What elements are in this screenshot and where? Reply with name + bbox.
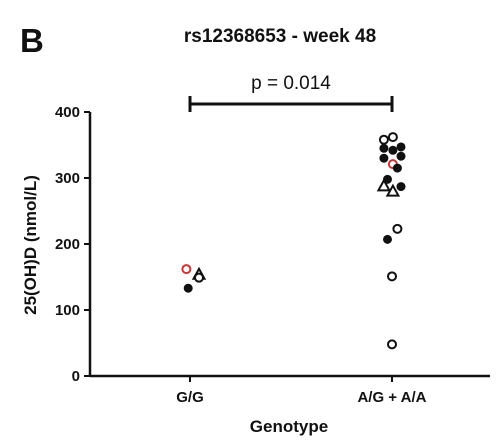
panel-letter: B (20, 22, 44, 59)
y-tick-label: 0 (72, 368, 80, 385)
data-point (379, 153, 389, 163)
x-tick-label: G/G (176, 389, 204, 406)
y-ticks: 0 100 200 300 400 (55, 104, 90, 385)
x-axis-label: Genotype (250, 417, 328, 436)
p-value-label: p = 0.014 (251, 73, 331, 94)
data-point (387, 132, 398, 143)
chart-title: rs12368653 - week 48 (184, 26, 376, 47)
y-tick-label: 200 (55, 236, 80, 253)
data-point (378, 134, 389, 145)
data-point (392, 163, 402, 173)
x-tick-label: A/G + A/A (357, 389, 426, 406)
data-point (183, 283, 193, 293)
data-point (396, 182, 406, 192)
data-points (181, 132, 406, 350)
data-point (396, 151, 406, 161)
y-tick-label: 100 (55, 302, 80, 319)
y-tick-label: 300 (55, 170, 80, 187)
significance-annotation: p = 0.014 (188, 73, 394, 112)
data-point (387, 339, 397, 350)
data-point (396, 142, 406, 152)
data-point (194, 272, 204, 283)
data-point (387, 271, 397, 282)
data-point (383, 234, 392, 244)
data-point (392, 223, 403, 234)
data-point (181, 264, 192, 275)
axes: G/G A/G + A/A (88, 112, 490, 406)
data-point (379, 143, 389, 153)
y-tick-label: 400 (55, 104, 80, 121)
data-point (385, 183, 401, 197)
y-axis-label: 25(OH)D (nmol/L) (21, 175, 40, 315)
data-point (388, 145, 398, 155)
data-point (376, 178, 392, 192)
